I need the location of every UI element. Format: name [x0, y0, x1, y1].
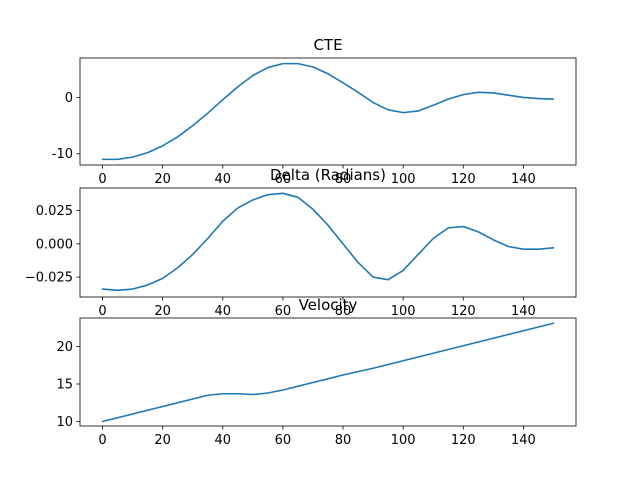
x-tick-label: 120 [451, 433, 476, 448]
subplot-title: Velocity [299, 296, 358, 314]
x-tick-label: 80 [335, 304, 352, 319]
x-tick-label: 0 [98, 433, 106, 448]
y-tick-label: −0.025 [25, 271, 73, 286]
series-line-2-1 [101, 192, 555, 292]
axes-frame [79, 57, 577, 166]
subplot-3: 0 20 40 60 80 100 120 140 10 15 20 Velocity [56, 296, 577, 448]
subplot-2: 0 20 40 60 80 100 120 140 −0.025 0.000 0.025 Delta … [25, 166, 577, 319]
x-tick-label: 140 [511, 172, 536, 187]
y-tick-label: 10 [56, 415, 73, 430]
x-tick-label: 20 [154, 304, 171, 319]
axes-frame [79, 317, 577, 427]
y-tick-label: 20 [56, 340, 73, 355]
x-tick-label: 100 [391, 172, 416, 187]
x-tick-label: 120 [451, 304, 476, 319]
y-tick-label: 0 [65, 91, 73, 106]
x-tick-label: 100 [391, 304, 416, 319]
y-tick-label: 0.025 [36, 204, 73, 219]
x-tick-label: 140 [511, 433, 536, 448]
y-tick-label: -10 [52, 147, 73, 162]
x-tick-label: 80 [335, 172, 352, 187]
x-tick-label: 60 [275, 433, 292, 448]
x-tick-label: 80 [335, 433, 352, 448]
y-tick-label: 15 [56, 378, 73, 393]
x-tick-label: 100 [391, 433, 416, 448]
x-tick-label: 40 [215, 304, 232, 319]
x-tick-label: 120 [451, 172, 476, 187]
subplot-title: CTE [313, 36, 342, 54]
x-tick-label: 20 [154, 433, 171, 448]
series-line-1-1 [101, 62, 555, 161]
y-tick-label: 0.000 [36, 237, 73, 252]
x-tick-label: 60 [275, 304, 292, 319]
x-tick-label: 0 [98, 172, 106, 187]
series-line-3-1 [101, 322, 555, 423]
x-tick-label: 0 [98, 304, 106, 319]
x-tick-label: 40 [215, 172, 232, 187]
x-tick-label: 60 [275, 172, 292, 187]
subplot-title: Delta (Radians) [270, 166, 386, 184]
subplot-1: 0 20 40 60 80 100 120 140 -10 0 CTE [52, 36, 577, 187]
x-tick-label: 40 [215, 433, 232, 448]
axes-frame [79, 187, 577, 298]
x-tick-label: 20 [154, 172, 171, 187]
x-tick-label: 140 [511, 304, 536, 319]
